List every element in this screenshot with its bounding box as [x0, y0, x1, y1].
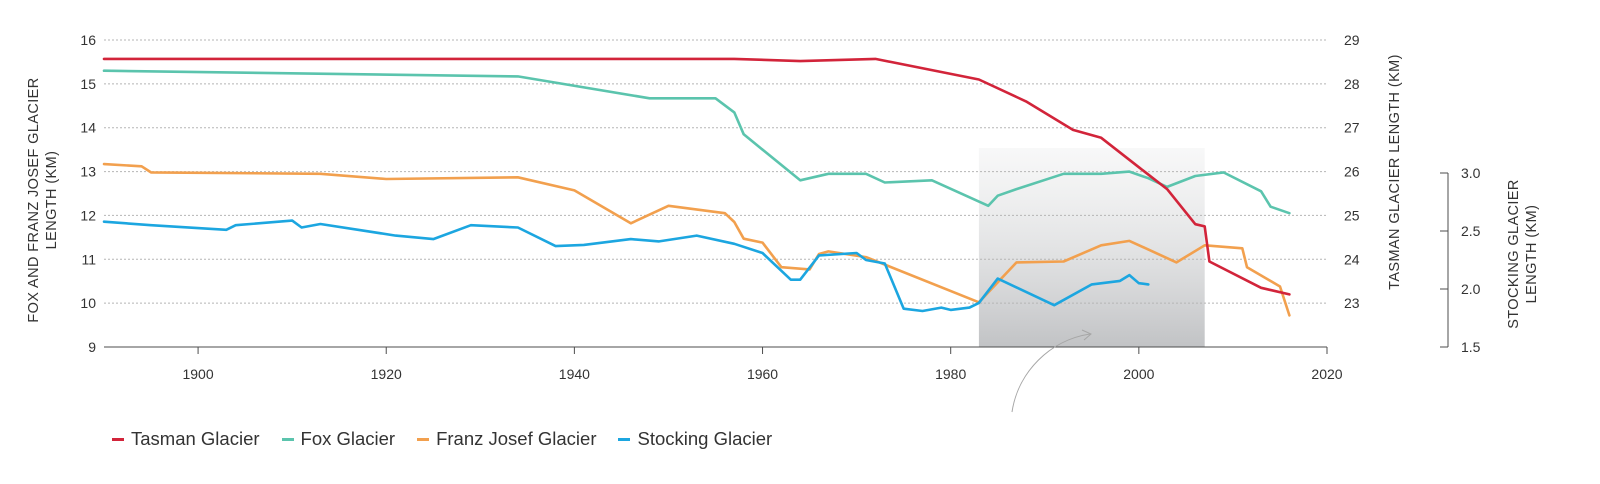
stocking-axis-title: STOCKING GLACIER LENGTH (KM)	[1506, 179, 1540, 329]
right-tick-label: 25	[1344, 207, 1360, 223]
stocking-axis-title-line: LENGTH (KM)	[1524, 205, 1540, 304]
chart-legend: Tasman Glacier Fox Glacier Franz Josef G…	[112, 428, 772, 450]
highlight-band	[978, 148, 1205, 347]
right-tick-label: 27	[1344, 120, 1360, 136]
x-tick-label: 1920	[371, 366, 402, 382]
stocking-axis-title-line: STOCKING GLACIER	[1506, 179, 1522, 329]
annotation-arrowhead	[1081, 329, 1092, 341]
right-axis-title: TASMAN GLACIER LENGTH (KM)	[1387, 54, 1403, 290]
legend-item-franz-josef: Franz Josef Glacier	[417, 428, 596, 450]
left-tick-label: 15	[80, 76, 96, 92]
legend-item-tasman: Tasman Glacier	[112, 428, 260, 450]
right-tick-label: 24	[1344, 251, 1360, 267]
stocking-glacier-line	[102, 219, 1150, 313]
left-axis-title-line: FOX AND FRANZ JOSEF GLACIER	[26, 77, 42, 322]
right-tick-label: 28	[1344, 76, 1360, 92]
right-tick-label: 26	[1344, 164, 1360, 180]
left-axis-title: FOX AND FRANZ JOSEF GLACIER LENGTH (KM)	[26, 77, 60, 322]
fox-glacier-line	[102, 69, 1291, 215]
stocking-tick-label: 2.5	[1461, 223, 1481, 239]
stocking-tick-label: 1.5	[1461, 339, 1481, 355]
x-tick-label: 2020	[1311, 366, 1342, 382]
left-tick-label: 14	[80, 120, 96, 136]
legend-swatch-fox	[281, 437, 294, 441]
annotation-arrow	[1011, 333, 1091, 413]
left-tick-label: 10	[80, 295, 96, 311]
x-tick-label: 1980	[935, 366, 966, 382]
left-axis-title-line: LENGTH (KM)	[44, 151, 60, 250]
stocking-tick-label: 3.0	[1461, 165, 1481, 181]
legend-item-stocking: Stocking Glacier	[618, 428, 772, 450]
tasman-glacier-line	[102, 57, 1291, 296]
x-tick-label: 1940	[559, 366, 590, 382]
x-tick-label: 1960	[747, 366, 778, 382]
legend-swatch-stocking	[618, 437, 631, 441]
legend-label-franz-josef: Franz Josef Glacier	[436, 428, 597, 449]
legend-item-fox: Fox Glacier	[281, 428, 396, 450]
stocking-tick-label: 2.0	[1461, 281, 1481, 297]
legend-label-tasman: Tasman Glacier	[131, 428, 260, 449]
right-tick-label: 23	[1344, 295, 1360, 311]
left-tick-label: 12	[80, 207, 96, 223]
left-tick-label: 11	[81, 251, 96, 267]
legend-swatch-tasman	[112, 437, 124, 441]
right-tick-label: 29	[1344, 32, 1360, 48]
left-tick-label: 16	[80, 32, 96, 48]
x-tick-label: 1900	[182, 366, 213, 382]
legend-label-stocking: Stocking Glacier	[637, 428, 773, 449]
left-tick-label: 9	[88, 339, 96, 355]
legend-swatch-franz-josef	[417, 437, 430, 441]
left-tick-label: 13	[80, 164, 96, 180]
legend-label-fox: Fox Glacier	[300, 428, 396, 449]
x-tick-label: 2000	[1123, 366, 1154, 382]
